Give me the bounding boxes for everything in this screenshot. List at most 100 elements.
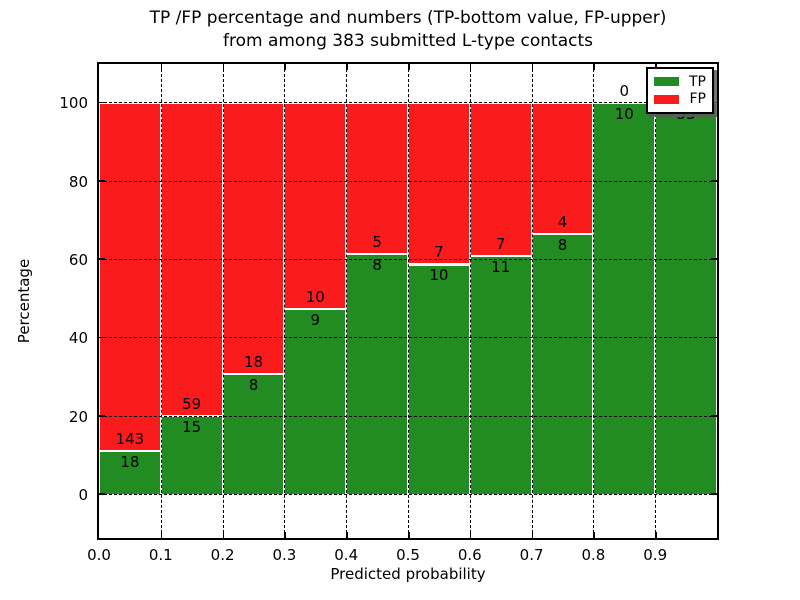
y-tick-left — [99, 493, 105, 495]
bar-label-fp: 59 — [182, 394, 202, 413]
x-tick-bottom — [531, 532, 534, 538]
bar-label-tp: 11 — [491, 257, 511, 276]
x-tick-label: 0.6 — [457, 546, 482, 564]
x-gridline — [160, 64, 162, 538]
bar-segment-tp — [469, 255, 532, 495]
bar-label-fp: 5 — [372, 232, 382, 251]
x-tick-label: 0.7 — [519, 546, 544, 564]
x-tick-top — [469, 64, 472, 70]
x-tick-top — [222, 64, 225, 70]
bar-segment-fp — [222, 103, 285, 375]
bar-label-tp: 8 — [372, 255, 382, 274]
x-tick-bottom — [469, 532, 472, 538]
y-tick-left — [99, 101, 105, 104]
y-tick-label: 100 — [59, 94, 88, 113]
legend: TP FP — [646, 67, 714, 114]
y-tick-label: 20 — [68, 407, 88, 426]
x-tick-label: 0.2 — [210, 546, 235, 564]
x-gridline — [284, 64, 286, 538]
x-gridline — [469, 64, 471, 538]
x-tick-top — [346, 64, 348, 70]
bar-label-fp: 143 — [115, 430, 145, 449]
x-tick-label: 0.9 — [643, 546, 668, 564]
y-tick-label: 0 — [78, 485, 88, 504]
x-tick-top — [284, 64, 286, 70]
y-tick-label: 40 — [68, 329, 88, 348]
y-gridline — [99, 258, 717, 260]
y-tick-right — [711, 415, 717, 417]
legend-item-fp: FP — [654, 92, 706, 106]
x-tick-bottom — [160, 532, 163, 538]
y-gridline — [99, 102, 717, 104]
bar-segment-fp — [346, 103, 408, 254]
bar-label-fp: 7 — [434, 243, 444, 262]
x-tick-bottom — [346, 532, 348, 538]
bar-segment-tp — [346, 253, 408, 495]
y-tick-right — [711, 258, 717, 260]
y-gridline — [99, 180, 717, 182]
bar-label-tp: 18 — [120, 453, 140, 472]
x-tick-bottom — [222, 532, 225, 538]
x-gridline — [408, 64, 409, 538]
x-tick-bottom — [284, 532, 286, 538]
x-tick-label: 0.4 — [334, 546, 359, 564]
x-gridline — [346, 64, 348, 538]
y-gridline — [99, 415, 717, 417]
x-tick-label: 0.0 — [87, 546, 111, 564]
x-gridline — [222, 64, 224, 538]
x-tick-label: 0.8 — [581, 546, 606, 564]
bar-label-tp: 9 — [310, 311, 321, 330]
y-tick-left — [99, 336, 105, 339]
x-tick-bottom — [593, 532, 595, 538]
y-gridline — [99, 493, 717, 495]
bar-label-fp: 18 — [243, 353, 264, 372]
y-tick-left — [99, 415, 105, 417]
bar-segment-tp — [655, 103, 717, 495]
x-tick-bottom — [655, 532, 657, 538]
plot-area: 1431859151881095871071148010033 — [97, 62, 719, 540]
y-tick-right — [711, 101, 717, 104]
bar-segment-tp — [531, 233, 594, 495]
x-tick-top — [408, 64, 410, 70]
bar-segment-fp — [99, 103, 161, 452]
chart-title-line2: from among 383 submitted L-type contacts — [222, 31, 593, 51]
y-tick-right — [711, 180, 717, 182]
bar-label-tp: 15 — [182, 417, 202, 436]
bar-label-fp: 0 — [619, 82, 630, 101]
bar-label-tp: 8 — [557, 235, 568, 254]
bar-label-fp: 7 — [495, 234, 506, 253]
x-gridline — [531, 64, 533, 538]
fp-color-swatch — [654, 94, 679, 104]
y-tick-left — [99, 258, 105, 260]
bar-segment-tp — [593, 103, 656, 495]
bar-segment-fp — [531, 103, 594, 234]
x-tick-label: 0.3 — [272, 546, 297, 564]
bar-segment-tp — [408, 264, 470, 495]
bar-segment-tp — [99, 451, 161, 495]
x-tick-top — [593, 64, 595, 70]
x-tick-bottom — [408, 532, 410, 538]
bar-segment-fp — [469, 103, 532, 256]
y-tick-label: 80 — [68, 172, 88, 191]
y-tick-right — [711, 336, 717, 339]
bar-segment-fp — [284, 103, 347, 310]
y-tick-left — [99, 180, 105, 182]
x-gridline — [655, 64, 657, 538]
x-tick-label: 0.1 — [148, 546, 173, 564]
bar-label-fp: 10 — [305, 288, 325, 307]
x-tick-label: 0.5 — [396, 546, 420, 564]
legend-item-tp: TP — [654, 75, 706, 89]
bar-segment-tp — [160, 415, 223, 495]
legend-label-tp: TP — [689, 73, 706, 90]
bar-segment-tp — [222, 374, 285, 495]
legend-label-fp: FP — [689, 91, 707, 108]
x-gridline — [593, 64, 595, 538]
tp-color-swatch — [654, 77, 679, 87]
bar-label-tp: 10 — [614, 105, 634, 124]
y-gridline — [99, 337, 717, 339]
y-tick-label: 60 — [68, 250, 88, 269]
y-tick-right — [711, 493, 717, 495]
bar-label-fp: 4 — [557, 212, 568, 231]
bar-segment-fp — [408, 103, 470, 265]
